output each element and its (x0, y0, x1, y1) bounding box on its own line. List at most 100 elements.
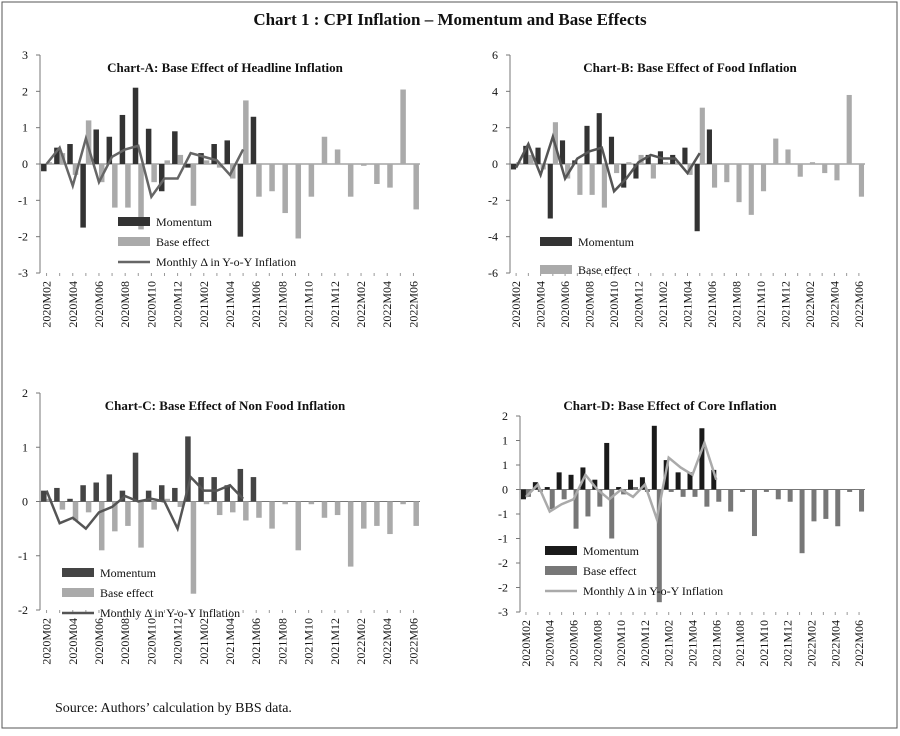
bar (80, 485, 86, 502)
bar (589, 164, 595, 195)
bar (387, 164, 393, 188)
x-tick-label: 2021M02 (197, 618, 211, 665)
bar (138, 164, 144, 230)
x-tick-label: 2021M12 (778, 281, 792, 328)
bar (334, 501, 341, 516)
x-tick-label: 2022M04 (828, 620, 842, 667)
bar (687, 472, 693, 490)
bar (46, 162, 53, 164)
x-tick-label: 2021M04 (223, 281, 237, 328)
x-tick-label: 2020M06 (92, 618, 106, 665)
bar (614, 164, 620, 174)
bar (185, 436, 191, 502)
bar (510, 164, 517, 170)
bar (211, 144, 217, 164)
bar (400, 89, 406, 164)
x-tick-label: 2021M08 (275, 618, 289, 665)
bar (561, 489, 567, 500)
bar (112, 164, 118, 208)
x-tick-label: 2021M06 (249, 618, 263, 665)
bar (334, 149, 341, 164)
bar (256, 501, 262, 518)
bar (98, 501, 105, 551)
x-tick-label: 2021M04 (681, 281, 695, 328)
bar (151, 164, 157, 183)
bar (41, 490, 47, 502)
y-tick-label: -2 (498, 556, 508, 570)
bar (846, 94, 852, 164)
x-tick-label: 2022M04 (380, 281, 394, 328)
chart-title: Chart-D: Base Effect of Core Inflation (563, 398, 777, 413)
bar (823, 489, 829, 519)
y-tick-label: -2 (18, 230, 28, 244)
x-tick-label: 2020M10 (144, 618, 158, 665)
bar (138, 501, 144, 548)
bar (597, 489, 603, 507)
x-tick-label: 2020M06 (92, 281, 106, 328)
bar (520, 489, 526, 500)
x-tick-label: 2020M10 (144, 281, 158, 328)
legend-swatch (62, 568, 94, 577)
bar (604, 442, 610, 490)
y-tick-label: -1 (18, 193, 28, 207)
bar (224, 485, 230, 502)
x-tick-label: 2021M02 (197, 281, 211, 328)
x-tick-label: 2020M12 (171, 618, 185, 665)
bar (650, 164, 656, 179)
bar (72, 501, 79, 521)
x-tick-label: 2022M06 (852, 620, 866, 667)
bar (211, 477, 217, 502)
x-tick-label: 2020M04 (534, 281, 548, 328)
bar (628, 479, 634, 490)
panel: Chart-A: Base Effect of Headline Inflati… (18, 48, 420, 328)
bar (250, 116, 257, 164)
legend-label: Momentum (583, 544, 640, 558)
legend-label: Momentum (100, 566, 157, 580)
bar (132, 452, 139, 502)
legend-swatch (540, 237, 572, 246)
bar (413, 501, 419, 526)
bar (374, 501, 380, 526)
source-note: Source: Authors’ calculation by BBS data… (55, 701, 292, 716)
bar (119, 114, 126, 164)
bar (847, 489, 853, 492)
legend-label: Momentum (156, 215, 213, 229)
bar (243, 501, 249, 521)
bar (125, 501, 131, 526)
bar (282, 501, 288, 505)
legend-label: Monthly Δ in Y-o-Y Inflation (156, 255, 296, 269)
bar (93, 129, 99, 164)
bar (237, 164, 244, 237)
x-tick-label: 2020M02 (40, 281, 54, 328)
x-tick-label: 2022M06 (406, 618, 420, 665)
bar (787, 489, 793, 502)
bar (577, 164, 583, 195)
x-tick-label: 2022M06 (406, 281, 420, 328)
y-tick-label: -1 (18, 549, 28, 563)
x-tick-label: 2021M06 (249, 281, 263, 328)
x-tick-label: 2021M08 (275, 281, 289, 328)
y-tick-label: 1 (22, 121, 28, 135)
bar (544, 487, 550, 490)
legend-swatch (545, 546, 577, 555)
bar (93, 482, 99, 502)
x-tick-label: 2022M02 (354, 281, 368, 328)
bar (158, 164, 165, 192)
x-tick-label: 2020M08 (590, 620, 604, 667)
bar (760, 164, 767, 192)
y-tick-label: 6 (492, 48, 498, 62)
bar (748, 164, 754, 215)
bar (596, 113, 602, 164)
bar (547, 164, 553, 219)
bar (556, 472, 562, 490)
bar (692, 489, 698, 497)
bar (608, 136, 615, 164)
bar (633, 164, 639, 179)
bar (656, 489, 662, 603)
bar (651, 425, 657, 490)
legend-swatch (118, 237, 150, 246)
x-tick-label: 2021M10 (302, 618, 316, 665)
bar (67, 144, 73, 164)
bar (347, 164, 354, 197)
bar (751, 489, 757, 537)
